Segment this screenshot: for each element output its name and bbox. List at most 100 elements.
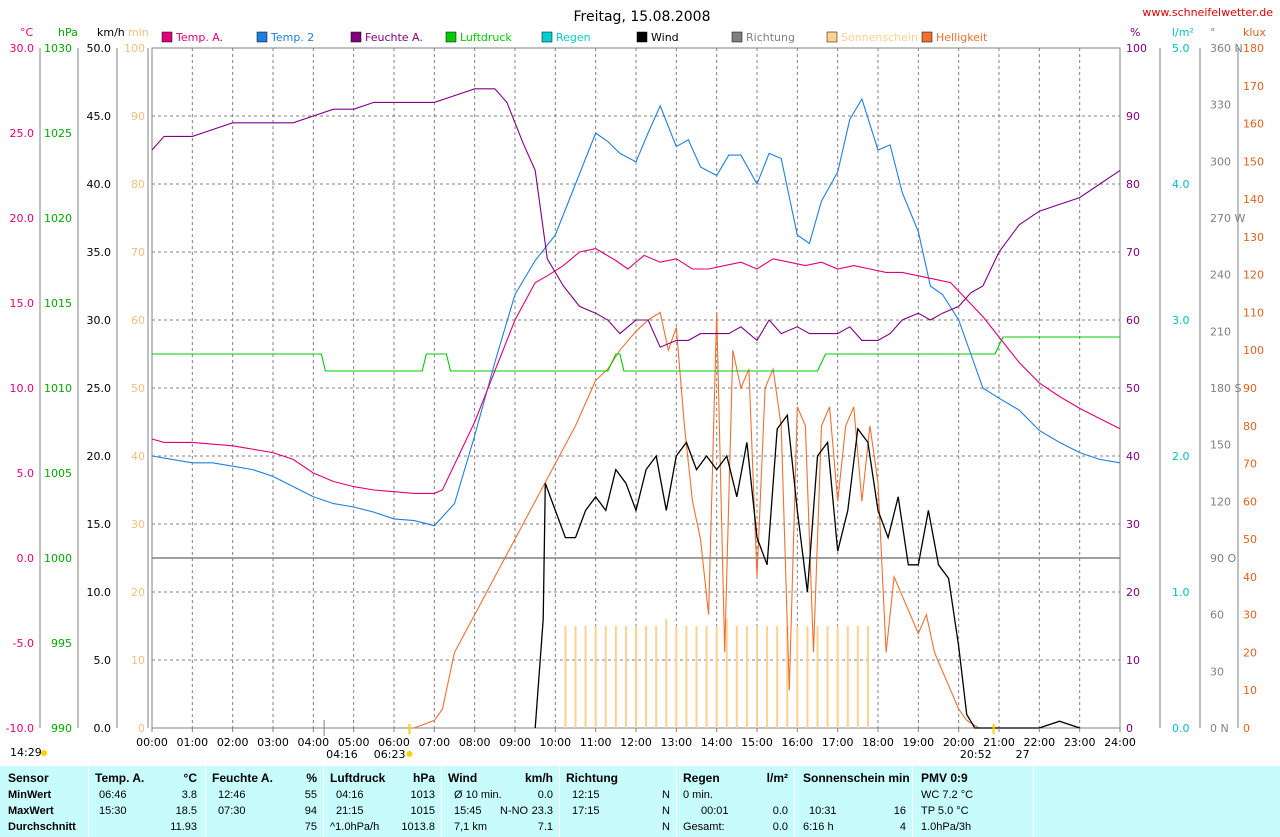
left-tick-label: 25.0 (87, 382, 112, 395)
series-line-feuchte-a (151, 88, 1121, 348)
left-tick-label: 10 (131, 654, 145, 667)
right-tick-label: 210 (1210, 325, 1231, 338)
x-tick-label: 10:00 (539, 736, 571, 749)
right-tick-label: 110 (1243, 306, 1264, 319)
right-tick-label: 20 (1243, 646, 1257, 659)
left-tick-label: 60 (131, 314, 145, 327)
left-tick-label: 50.0 (87, 42, 112, 55)
stats-footer: Sensor MinWert MaxWert Durchschnitt Temp… (0, 766, 1280, 837)
series-line-temp-2 (151, 97, 1121, 527)
legend-label: Richtung (746, 31, 795, 44)
footer-value: 7.1 (537, 821, 553, 833)
x-tick-label: 23:00 (1064, 736, 1096, 749)
right-tick-label: 1.0 (1172, 586, 1190, 599)
footer-time: 07:30 (218, 805, 246, 817)
legend-label: Temp. A. (175, 31, 223, 44)
footer-rain-duration: 0 min. (683, 789, 713, 801)
x-tick-label: 22:00 (1023, 736, 1055, 749)
x-tick-label: 18:00 (862, 736, 894, 749)
left-tick-label: 80 (131, 178, 145, 191)
footer-value: N (662, 789, 670, 801)
x-tick-label: 15:00 (741, 736, 773, 749)
right-tick-label: 0.0 (1172, 722, 1190, 735)
left-tick-label: 25.0 (10, 127, 35, 140)
x-tick-label: 16:00 (781, 736, 813, 749)
left-tick-label: 1010 (44, 382, 72, 395)
right-tick-label: 30 (1210, 665, 1224, 678)
left-tick-label: 1025 (44, 127, 72, 140)
chart-title: Freitag, 15.08.2008 (574, 9, 711, 25)
x-tick-label: 08:00 (459, 736, 491, 749)
right-axis-unit: ° (1210, 26, 1216, 39)
footer-distance: 7,1 km (454, 821, 488, 833)
legend-swatch (921, 31, 933, 43)
series-line-temp-a (151, 248, 1121, 494)
x-tick-label: 01:00 (176, 736, 208, 749)
right-tick-label: 70 (1126, 246, 1140, 259)
footer-total-label: Gesamt: (683, 821, 725, 833)
right-tick-label: 330 (1210, 99, 1231, 112)
legend-swatch (541, 31, 553, 43)
right-tick-label: 3.0 (1172, 314, 1190, 327)
left-axis-unit: min (128, 26, 149, 39)
footer-temp-unit: °C (183, 771, 197, 785)
footer-time: 12:46 (218, 789, 246, 801)
footer-time: 10:31 (809, 805, 837, 817)
footer-value: N (662, 805, 670, 817)
left-tick-label: 30.0 (10, 42, 35, 55)
right-tick-label: 10 (1243, 684, 1257, 697)
right-tick-label: 300 (1210, 155, 1231, 168)
footer-sun-hours: 6:16 h (803, 821, 834, 833)
left-tick-label: 45.0 (87, 110, 112, 123)
x-tick-label: 00:00 (136, 736, 168, 749)
footer-sonne: Sonnenschein min 10:31 16 6:16 h 4 (795, 766, 912, 837)
legend-swatch (256, 31, 268, 43)
x-tick-label: 06:00 (378, 736, 410, 749)
left-tick-label: 30 (131, 518, 145, 531)
footer-wind: Wind km/h Ø 10 min. 0.0 15:45 N-NO 23.3 … (442, 766, 559, 837)
footer-temp: Temp. A. °C 06:46 3.8 15:30 18.5 11.93 (89, 766, 205, 837)
moon-icon (41, 750, 47, 756)
moonrise-label: 14:29 (10, 746, 42, 759)
right-tick-label: 100 (1126, 42, 1147, 55)
footer-richtung-title: Richtung (566, 771, 618, 785)
x-tick-label: 09:00 (499, 736, 531, 749)
x-tick-label: 04:00 (297, 736, 329, 749)
footer-time: 12:15 (572, 789, 600, 801)
right-tick-label: 120 (1210, 495, 1231, 508)
right-tick-label: 2.0 (1172, 450, 1190, 463)
weather-chart: Freitag, 15.08.2008 www.schneifelwetter.… (6, 6, 1274, 761)
legend-swatch (826, 31, 838, 43)
footer-time: 04:16 (336, 789, 364, 801)
right-tick-label: 170 (1243, 80, 1264, 93)
left-tick-label: 1000 (44, 552, 72, 565)
footer-pmv-row: 1.0hPa/3h (921, 821, 972, 833)
legend-label: Feuchte A. (365, 31, 423, 44)
x-tick-label: 21:00 (983, 736, 1015, 749)
moonset-label: 04:16 (326, 748, 358, 761)
footer-value: 16 (893, 805, 906, 817)
legend: Temp. A. Temp. 2 Feuchte A. Luftdruck Regen W… (161, 31, 988, 44)
site-link[interactable]: www.schneifelwetter.de (1142, 6, 1273, 19)
footer-time: 15:45 (454, 805, 482, 817)
footer-value: 23.3 (531, 805, 553, 817)
left-tick-label: 40.0 (87, 178, 112, 191)
x-tick-label: 03:00 (257, 736, 289, 749)
footer-luftdruck: Luftdruck hPa 04:16 1013 21:15 1015 ^1.0… (324, 766, 441, 837)
right-tick-label: 80 (1243, 420, 1257, 433)
footer-value: 3.8 (181, 789, 197, 801)
astro-markers: 14:29 04:16 06:23 20:52 27 (10, 720, 1030, 761)
series-line-luftdruck (152, 336, 1120, 372)
left-tick-label: 15.0 (87, 518, 112, 531)
footer-temp-title: Temp. A. (95, 771, 145, 785)
right-tick-label: 50 (1243, 533, 1257, 546)
legend-swatch (445, 31, 457, 43)
footer-value: 11.93 (170, 821, 197, 833)
footer-sensor: Sensor MinWert MaxWert Durchschnitt (0, 766, 88, 837)
right-tick-label: 30 (1243, 609, 1257, 622)
legend-label: Temp. 2 (270, 31, 314, 44)
left-tick-label: 70 (131, 246, 145, 259)
footer-value: 1013.8 (401, 821, 435, 833)
footer-sonne-title: Sonnenschein min (803, 771, 910, 785)
footer-pmv-row: TP 5.0 °C (921, 805, 969, 817)
